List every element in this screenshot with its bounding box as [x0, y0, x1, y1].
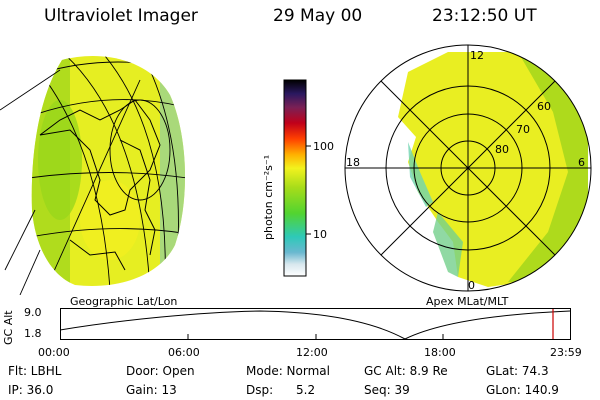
timeline-xtick-2359: 23:59: [550, 346, 582, 359]
timeline-xtick-1800: 18:00: [424, 346, 456, 359]
colorbar-unit-label: photon cm⁻²s⁻¹: [262, 154, 275, 240]
status-gc-alt: GC Alt: 8.9 Re: [364, 364, 448, 378]
timeline-xtick-0600: 06:00: [168, 346, 200, 359]
status-gain: Gain: 13: [126, 383, 177, 397]
instrument-title: Ultraviolet Imager: [44, 6, 198, 26]
status-ip: IP: 36.0: [8, 383, 54, 397]
right-panel-caption: Apex MLat/MLT: [426, 295, 509, 308]
timeline-xtick-1200: 12:00: [296, 346, 328, 359]
status-dsp: Dsp: 5.2: [246, 383, 316, 397]
timeline-ylabel: GC Alt: [2, 310, 15, 345]
status-glon: GLon: 140.9: [486, 383, 559, 397]
timeline-ytick-top: 9.0: [24, 306, 42, 319]
mlt-label-12: 12: [470, 49, 484, 62]
timeline-xtick-0000: 00:00: [38, 346, 70, 359]
lat-label-70: 70: [516, 123, 530, 136]
status-seq: Seq: 39: [364, 383, 410, 397]
status-glat: GLat: 74.3: [486, 364, 549, 378]
colorbar-tick-100: 100: [313, 140, 334, 153]
left-panel-caption: Geographic Lat/Lon: [70, 295, 178, 308]
timeline-plot: [60, 308, 571, 340]
status-mode: Mode: Normal: [246, 364, 330, 378]
mlt-label-18: 18: [346, 156, 360, 169]
date-label: 29 May 00: [273, 6, 363, 26]
altitude-curve: [60, 310, 571, 340]
lat-label-60: 60: [537, 100, 551, 113]
mlt-label-0: 0: [468, 279, 475, 292]
geographic-image: [0, 56, 186, 295]
timeline-ytick-bottom: 1.8: [24, 327, 42, 340]
colorbar-tick-10: 10: [313, 228, 327, 241]
colorbar: [283, 79, 311, 277]
status-door: Door: Open: [126, 364, 195, 378]
polar-plot: 12 18 6 0 60 70 80: [344, 44, 592, 292]
lat-label-80: 80: [495, 143, 509, 156]
status-filter: Flt: LBHL: [8, 364, 62, 378]
mlt-label-6: 6: [578, 156, 585, 169]
time-label: 23:12:50 UT: [432, 6, 537, 26]
